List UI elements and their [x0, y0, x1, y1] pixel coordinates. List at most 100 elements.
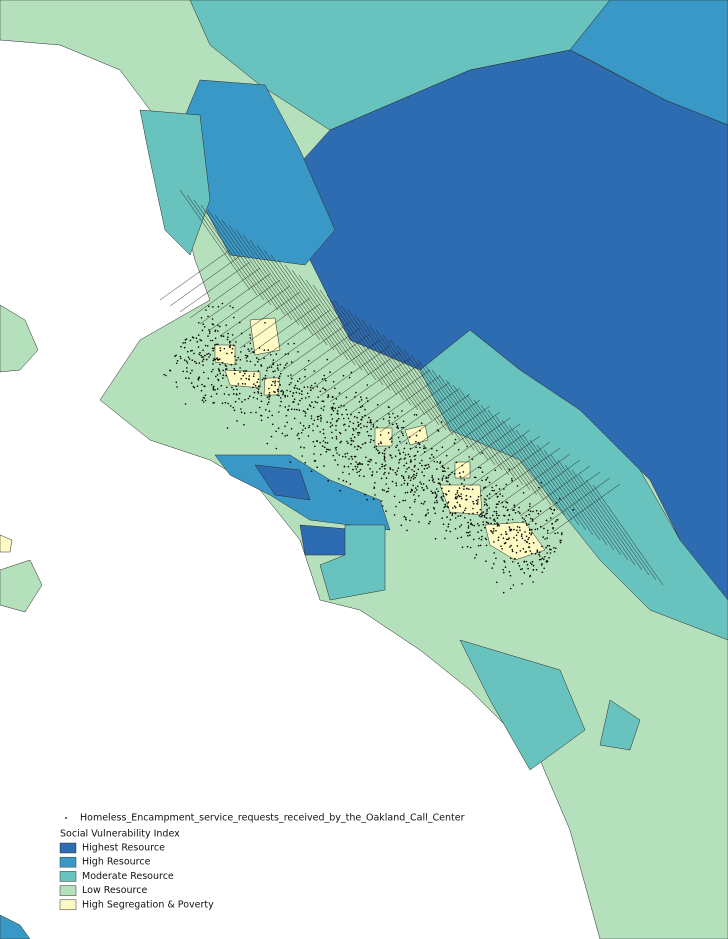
- encampment-point: [271, 423, 274, 426]
- region: [214, 344, 236, 366]
- encampment-point: [222, 374, 225, 377]
- encampment-point: [477, 501, 479, 503]
- encampment-point: [355, 468, 358, 470]
- encampment-point: [335, 420, 338, 423]
- encampment-point: [318, 415, 320, 418]
- encampment-point: [467, 535, 469, 537]
- encampment-point: [361, 463, 364, 466]
- encampment-point: [389, 438, 391, 441]
- encampment-point: [234, 400, 237, 403]
- encampment-point: [495, 514, 498, 517]
- encampment-point: [483, 504, 486, 506]
- encampment-point: [389, 468, 392, 471]
- encampment-point: [455, 493, 457, 496]
- encampment-point: [339, 441, 342, 444]
- encampment-point: [252, 396, 255, 399]
- encampment-point: [190, 382, 193, 384]
- encampment-point: [335, 438, 338, 440]
- encampment-point: [431, 475, 434, 477]
- encampment-point: [416, 489, 418, 491]
- encampment-point: [384, 448, 387, 450]
- encampment-point: [369, 461, 371, 463]
- encampment-point: [354, 465, 357, 468]
- tract-line: [200, 204, 272, 306]
- encampment-point: [403, 458, 406, 460]
- legend-swatch: [59, 899, 77, 911]
- encampment-point: [518, 565, 521, 567]
- encampment-point: [278, 377, 280, 380]
- encampment-point: [485, 544, 488, 547]
- encampment-point: [433, 460, 436, 463]
- encampment-point: [298, 392, 301, 395]
- encampment-point: [485, 560, 487, 562]
- legend-label: Highest Resource: [82, 843, 165, 854]
- encampment-point: [343, 465, 346, 468]
- encampment-point: [316, 425, 319, 427]
- encampment-point: [188, 358, 191, 360]
- encampment-point: [408, 475, 410, 477]
- tract-line: [439, 417, 511, 469]
- encampment-point: [273, 390, 275, 393]
- encampment-point: [463, 488, 465, 490]
- encampment-point: [339, 432, 342, 435]
- encampment-point: [326, 421, 329, 423]
- encampment-point: [256, 387, 258, 389]
- encampment-point: [360, 447, 362, 449]
- tract-line: [305, 279, 377, 381]
- encampment-point: [273, 376, 275, 378]
- encampment-point: [470, 523, 472, 525]
- encampment-point: [445, 529, 448, 532]
- tract-line: [340, 304, 412, 406]
- encampment-point: [451, 471, 453, 474]
- encampment-point: [439, 461, 442, 463]
- encampment-point: [371, 474, 374, 476]
- encampment-point: [263, 377, 265, 380]
- encampment-point: [310, 384, 313, 387]
- encampment-point: [270, 384, 273, 386]
- encampment-point: [316, 415, 319, 418]
- encampment-point: [525, 535, 528, 538]
- encampment-point: [263, 349, 266, 352]
- encampment-point: [383, 449, 386, 452]
- encampment-point: [215, 393, 218, 395]
- encampment-point: [338, 454, 341, 456]
- encampment-point: [221, 402, 224, 405]
- encampment-point: [205, 358, 208, 361]
- encampment-point: [415, 440, 417, 443]
- encampment-point: [456, 501, 459, 504]
- encampment-point: [502, 505, 505, 508]
- encampment-point: [493, 552, 496, 554]
- encampment-point: [356, 471, 359, 474]
- encampment-point: [431, 479, 434, 482]
- encampment-point: [310, 389, 312, 392]
- encampment-point: [502, 591, 505, 594]
- encampment-point: [323, 405, 325, 408]
- legend-title: Social Vulnerability Index: [60, 829, 180, 840]
- encampment-point: [447, 474, 450, 477]
- encampment-point: [279, 397, 282, 399]
- encampment-point: [324, 441, 327, 444]
- encampment-point: [350, 371, 353, 374]
- encampment-point: [529, 510, 532, 513]
- encampment-point: [454, 512, 457, 515]
- encampment-point: [274, 380, 277, 382]
- encampment-point: [187, 356, 190, 359]
- encampment-point: [371, 471, 374, 473]
- encampment-point: [353, 415, 356, 418]
- encampment-point: [256, 381, 259, 384]
- encampment-point: [229, 344, 232, 347]
- tract-line: [354, 314, 426, 416]
- encampment-point: [442, 523, 445, 526]
- tract-line: [209, 279, 281, 331]
- encampment-point: [398, 459, 401, 461]
- tract-line: [249, 303, 321, 355]
- encampment-point: [240, 378, 242, 380]
- encampment-point: [204, 354, 206, 357]
- encampment-point: [393, 495, 396, 498]
- encampment-point: [316, 466, 319, 469]
- encampment-point: [504, 566, 507, 568]
- encampment-point: [352, 422, 355, 425]
- encampment-point: [221, 302, 224, 305]
- tract-line: [159, 249, 231, 301]
- encampment-point: [498, 524, 500, 527]
